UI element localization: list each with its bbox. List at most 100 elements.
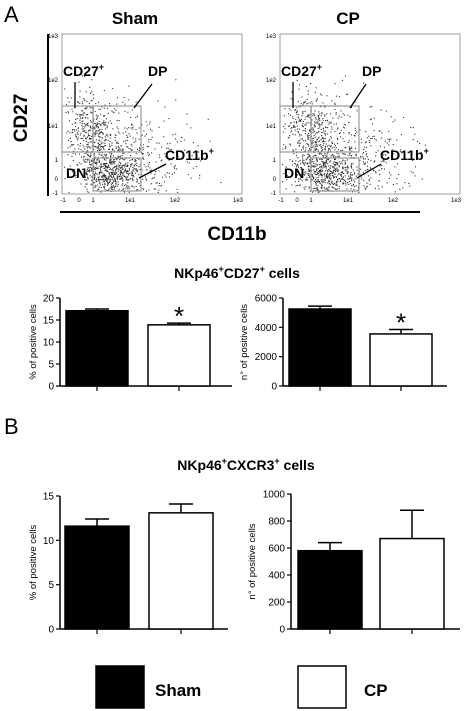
flow-event-dot [297, 116, 299, 118]
flow-event-dot [322, 180, 324, 182]
flow-event-dot [133, 176, 135, 178]
flow-event-dot [120, 177, 122, 179]
flow-event-dot [84, 161, 86, 163]
flow-event-dot [315, 165, 317, 167]
flow-event-dot [322, 137, 324, 139]
flow-event-dot [77, 101, 79, 103]
flow-event-dot [199, 177, 201, 179]
flow-event-dot [72, 129, 74, 131]
flow-event-dot [106, 181, 108, 183]
flow-event-dot [333, 176, 335, 178]
flow-event-dot [389, 139, 391, 141]
flow-event-dot [104, 144, 106, 146]
flow-event-dot [320, 139, 322, 141]
flow-event-dot [305, 130, 307, 132]
flow-event-dot [303, 102, 305, 104]
flow-event-dot [356, 169, 358, 171]
flow-event-dot [146, 145, 148, 147]
flow-event-dot [319, 127, 321, 129]
flow-event-dot [98, 123, 100, 125]
flow-event-dot [174, 167, 176, 169]
flow-event-dot [123, 191, 125, 193]
flow-event-dot [330, 155, 332, 157]
flow-event-dot [100, 123, 102, 125]
flow-event-dot [101, 179, 103, 181]
flow-event-dot [315, 148, 317, 150]
flow-event-dot [103, 115, 105, 117]
flow-event-dot [330, 145, 332, 147]
flow-event-dot [366, 137, 368, 139]
flow-event-dot [93, 173, 95, 175]
flow-event-dot [296, 110, 298, 112]
flow-event-dot [110, 187, 112, 189]
flow-event-dot [121, 165, 123, 167]
flow-event-dot [337, 117, 339, 119]
flow-event-dot [318, 122, 320, 124]
flow-event-dot [120, 172, 122, 174]
flow-event-dot [307, 102, 309, 104]
flow-event-dot [288, 136, 290, 138]
flow-event-dot [171, 159, 173, 161]
flow-event-dot [347, 178, 349, 180]
flow-event-dot [105, 118, 107, 120]
flow-event-dot [137, 189, 139, 191]
flow-event-dot [363, 179, 365, 181]
flow-event-dot [330, 121, 332, 123]
flow-event-dot [101, 137, 103, 139]
flow-event-dot [325, 168, 327, 170]
flow-ytick: -1 [53, 191, 59, 197]
flow-event-dot [121, 189, 123, 191]
flow-event-dot [132, 128, 134, 130]
flow-event-dot [76, 129, 78, 131]
flow-event-dot [319, 153, 321, 155]
flow-event-dot [125, 140, 127, 142]
flow-event-dot [102, 163, 104, 165]
flow-event-dot [111, 188, 113, 190]
flow-event-dot [342, 149, 344, 151]
flow-event-dot [91, 141, 93, 143]
flow-event-dot [295, 109, 297, 111]
flow-event-dot [111, 183, 113, 185]
flow-event-dot [131, 163, 133, 165]
flow-event-dot [289, 125, 291, 127]
flow-event-dot [101, 122, 103, 124]
flow-event-dot [115, 173, 117, 175]
flow-event-dot [82, 138, 84, 140]
flow-event-dot [81, 117, 83, 119]
flow-event-dot [292, 118, 294, 120]
flow-event-dot [125, 171, 127, 173]
flow-event-dot [95, 163, 97, 165]
flow-event-dot [119, 164, 121, 166]
flow-event-dot [289, 135, 291, 137]
flow-event-dot [75, 133, 77, 135]
flow-event-dot [66, 132, 68, 134]
flow-event-dot [308, 172, 310, 174]
flow-event-dot [135, 129, 137, 131]
flow-event-dot [381, 186, 383, 188]
flow-event-dot [324, 149, 326, 151]
flow-event-dot [326, 120, 328, 122]
flow-event-dot [86, 153, 88, 155]
y-tick-label: 400 [268, 571, 285, 582]
flow-event-dot [88, 134, 90, 136]
flow-event-dot [103, 123, 105, 125]
flow-event-dot [404, 182, 406, 184]
flow-event-dot [116, 142, 118, 144]
flow-event-dot [166, 156, 168, 158]
flow-event-dot [326, 187, 328, 189]
flow-event-dot [334, 173, 336, 175]
flow-event-dot [95, 118, 97, 120]
flow-event-dot [349, 176, 351, 178]
flow-event-dot [318, 191, 320, 193]
flow-event-dot [112, 178, 114, 180]
flow-event-dot [83, 135, 85, 137]
flow-event-dot [86, 150, 88, 152]
flow-event-dot [368, 175, 370, 177]
flow-event-dot [300, 138, 302, 140]
flow-event-dot [317, 185, 319, 187]
flow-event-dot [344, 169, 346, 171]
flow-event-dot [324, 137, 326, 139]
flow-event-dot [85, 107, 87, 109]
flow-event-dot [122, 149, 124, 151]
